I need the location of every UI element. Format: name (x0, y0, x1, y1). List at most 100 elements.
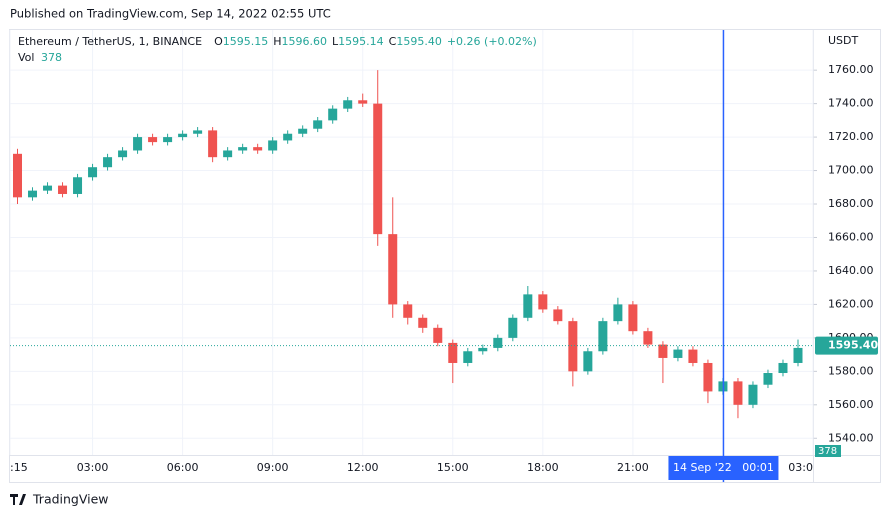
y-tick-label: 1760.00 (828, 63, 874, 76)
ohlc-key: H (273, 35, 281, 48)
candle-body (148, 137, 158, 143)
candle-body (763, 373, 773, 385)
candle-body (463, 351, 473, 363)
candle-body (493, 337, 503, 348)
frame (9, 29, 881, 483)
candle-body (178, 133, 188, 138)
candle-body (748, 384, 758, 405)
volume-label: 378 (818, 446, 837, 457)
x-tick-label: 03:0 (788, 461, 813, 474)
candle-body (283, 133, 293, 141)
candle-body (253, 147, 263, 151)
candle-body (583, 351, 593, 372)
vol-value: 378 (41, 51, 62, 64)
candle-body (88, 167, 98, 178)
candle-body (73, 177, 83, 194)
ohlc-key: O (214, 35, 223, 48)
candle-body (298, 128, 308, 134)
x-tick-label: 21:00 (617, 461, 649, 474)
change: +0.26 (+0.02%) (447, 35, 537, 48)
x-tick-label: :15 (10, 461, 28, 474)
crosshair-box (668, 456, 779, 480)
last-price-box (815, 336, 878, 355)
x-tick-label: 12:00 (347, 461, 379, 474)
candle-body (448, 342, 458, 363)
candle-body (28, 190, 38, 198)
ohlc-value: 1595.15 (223, 35, 269, 48)
candle-body (343, 100, 353, 109)
candle-body (478, 347, 488, 352)
candle-body (673, 349, 683, 358)
header: Published on TradingView.com, Sep 14, 20… (10, 7, 331, 21)
candle-body (268, 140, 278, 151)
grid: 1540.001560.001580.001600.001620.001640.… (9, 30, 874, 474)
vol-key: Vol (18, 51, 34, 64)
x-tick-label: 18:00 (527, 461, 559, 474)
candle-body (133, 137, 143, 151)
candle-body (658, 344, 668, 358)
overlay: 1595.40 378 14 Sep '22 00:01 (10, 30, 878, 482)
volume-box (815, 445, 841, 457)
ohlc-value: 1595.40 (396, 35, 442, 48)
candle-body (688, 349, 698, 363)
x-tick-label: 06:00 (167, 461, 199, 474)
y-tick-label: 1680.00 (828, 197, 874, 210)
candle-body (328, 108, 338, 121)
candle-body (313, 120, 323, 129)
y-tick-label: 1720.00 (828, 130, 874, 143)
candles (13, 70, 803, 419)
candle-body (358, 100, 368, 104)
candle-body (193, 130, 203, 134)
y-tick-label: 1660.00 (828, 230, 874, 243)
candle-body (538, 294, 548, 310)
candle-body (403, 304, 413, 318)
x-tick-label: 15:00 (437, 461, 469, 474)
candle-body (523, 294, 533, 318)
candle-body (508, 317, 518, 338)
candle-body (433, 327, 443, 343)
candle-body (553, 309, 563, 322)
legend: Ethereum / TetherUS, 1, BINANCE Vol 378 … (18, 35, 537, 64)
candle-body (598, 321, 608, 352)
candle-body (208, 130, 218, 158)
x-tick-label: 03:00 (77, 461, 109, 474)
candle-body (163, 137, 173, 143)
logo-icon (10, 494, 26, 505)
footer: TradingView (32, 492, 109, 507)
candle-body (58, 185, 68, 194)
candle-body (118, 150, 128, 158)
y-tick-label: 1740.00 (828, 97, 874, 110)
y-tick-label: 1700.00 (828, 164, 874, 177)
candle-body (643, 331, 653, 345)
candle-body (733, 381, 743, 405)
ohlc-value: 1595.14 (338, 35, 384, 48)
ohlc-value: 1596.60 (282, 35, 328, 48)
candle-body (418, 317, 428, 328)
candle-body (43, 185, 53, 191)
last-price-label: 1595.40 (828, 339, 878, 352)
y-tick-label: 1580.00 (828, 364, 874, 377)
ohlc-key: L (332, 35, 339, 48)
candle-body (778, 362, 788, 374)
candle-body (13, 153, 23, 198)
y-tick-label: 1640.00 (828, 264, 874, 277)
candle-body (613, 304, 623, 322)
candle-body (373, 103, 383, 235)
symbol: Ethereum / TetherUS, 1, BINANCE (18, 35, 202, 48)
crosshair-label: 14 Sep '22 00:01 (673, 461, 774, 474)
candle-body (238, 147, 248, 151)
y-tick-label: 1540.00 (828, 431, 874, 444)
candle-body (568, 321, 578, 372)
candle-body (223, 150, 233, 158)
y-tick-label: 1620.00 (828, 297, 874, 310)
ohlc-key: C (389, 35, 397, 48)
candle-body (388, 234, 398, 305)
logo: TradingView (10, 492, 109, 507)
candle-body (628, 304, 638, 332)
x-tick-label: 09:00 (257, 461, 289, 474)
candle-body (703, 362, 713, 392)
candle-body (793, 347, 803, 363)
candle-body (103, 157, 113, 168)
currency: USDT (828, 34, 859, 47)
